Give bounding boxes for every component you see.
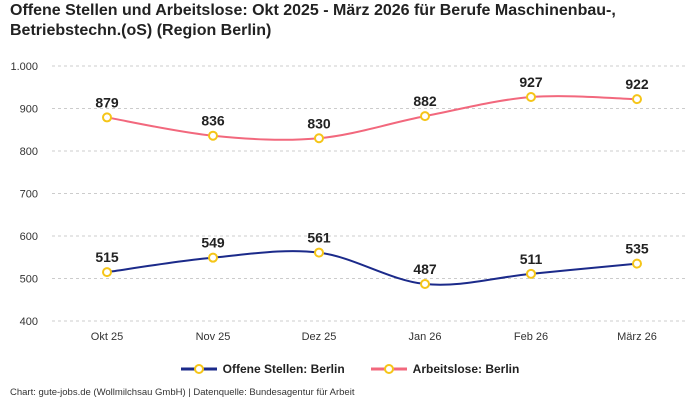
legend-label: Offene Stellen: Berlin	[222, 362, 345, 376]
legend-line-marker-icon	[370, 364, 407, 374]
data-point	[420, 279, 430, 290]
y-tick-label: 400	[20, 316, 38, 328]
chart-source: Chart: gute-jobs.de (Wollmilchsau GmbH) …	[10, 387, 355, 398]
data-point	[102, 267, 112, 278]
legend-label: Arbeitslose: Berlin	[412, 362, 520, 376]
chart-title: Offene Stellen und Arbeitslose: Okt 2025…	[10, 2, 616, 39]
y-tick-label: 900	[20, 104, 38, 116]
series-line	[106, 95, 638, 141]
legend-line-marker-icon	[180, 364, 217, 374]
data-label: 511	[520, 251, 543, 267]
data-label: 882	[413, 93, 437, 109]
data-label: 922	[625, 76, 649, 92]
x-tick-label: Dez 25	[302, 331, 337, 343]
data-label: 487	[413, 261, 437, 277]
data-point	[632, 94, 642, 105]
data-point	[526, 268, 536, 279]
legend-item[interactable]: Offene Stellen: Berlin	[180, 362, 345, 376]
legend: Offene Stellen: Berlin Arbeitslose: Berli…	[0, 362, 700, 376]
y-tick-label: 1.000	[10, 61, 38, 73]
data-label: 561	[307, 230, 331, 246]
data-point	[526, 92, 536, 103]
y-tick-label: 600	[20, 231, 38, 243]
y-tick-label: 500	[20, 274, 38, 286]
legend-item[interactable]: Arbeitslose: Berlin	[370, 362, 520, 376]
data-label: 927	[519, 74, 543, 90]
data-label: 515	[95, 249, 119, 265]
series-line	[106, 250, 638, 286]
y-tick-label: 800	[20, 146, 38, 158]
x-tick-label: Jan 26	[408, 331, 441, 343]
x-tick-label: Okt 25	[91, 331, 123, 343]
data-point	[314, 133, 324, 144]
data-point	[420, 111, 430, 122]
x-tick-label: Nov 25	[196, 331, 231, 343]
data-label: 535	[625, 241, 649, 257]
data-point	[632, 258, 642, 269]
x-tick-label: März 26	[617, 331, 657, 343]
data-point	[208, 130, 218, 141]
data-point	[208, 252, 218, 263]
y-tick-label: 700	[20, 189, 38, 201]
data-point	[314, 247, 324, 258]
data-label: 830	[307, 115, 331, 131]
x-tick-label: Feb 26	[514, 331, 548, 343]
data-label: 836	[201, 113, 225, 129]
data-point	[102, 112, 112, 123]
data-label: 549	[201, 235, 225, 251]
data-label: 879	[95, 94, 119, 110]
